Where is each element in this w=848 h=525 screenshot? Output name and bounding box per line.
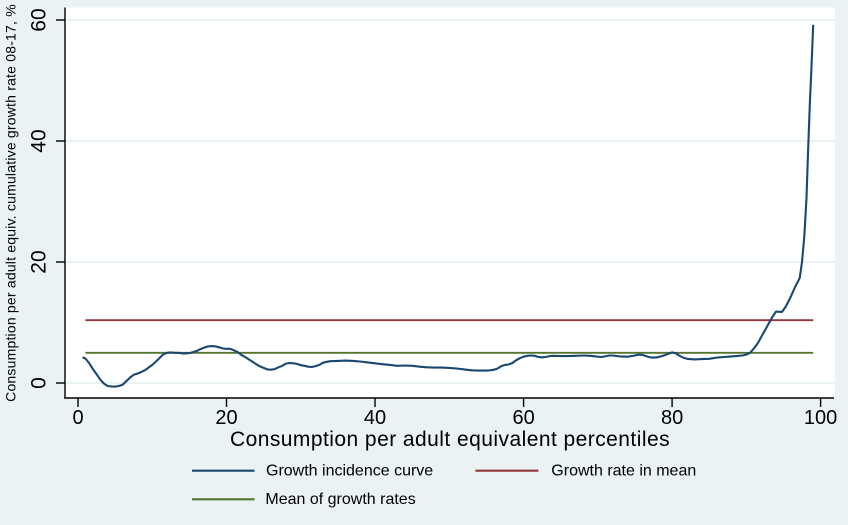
- svg-text:Growth incidence curve: Growth incidence curve: [266, 463, 433, 480]
- svg-text:0: 0: [27, 377, 50, 389]
- svg-text:Mean of growth rates: Mean of growth rates: [265, 491, 415, 508]
- svg-text:Consumption per adult equivale: Consumption per adult equivalent percent…: [230, 428, 670, 451]
- svg-text:60: 60: [27, 8, 50, 31]
- svg-text:40: 40: [364, 407, 386, 429]
- svg-text:80: 80: [661, 407, 683, 429]
- svg-text:0: 0: [72, 407, 83, 429]
- svg-text:100: 100: [804, 407, 837, 429]
- svg-text:60: 60: [512, 407, 534, 429]
- svg-text:Consumption per adult equiv. c: Consumption per adult equiv. cumulative …: [2, 4, 18, 402]
- svg-text:Growth rate in mean: Growth rate in mean: [551, 463, 696, 480]
- svg-text:20: 20: [215, 407, 237, 429]
- svg-text:20: 20: [27, 250, 50, 273]
- svg-text:40: 40: [27, 129, 50, 152]
